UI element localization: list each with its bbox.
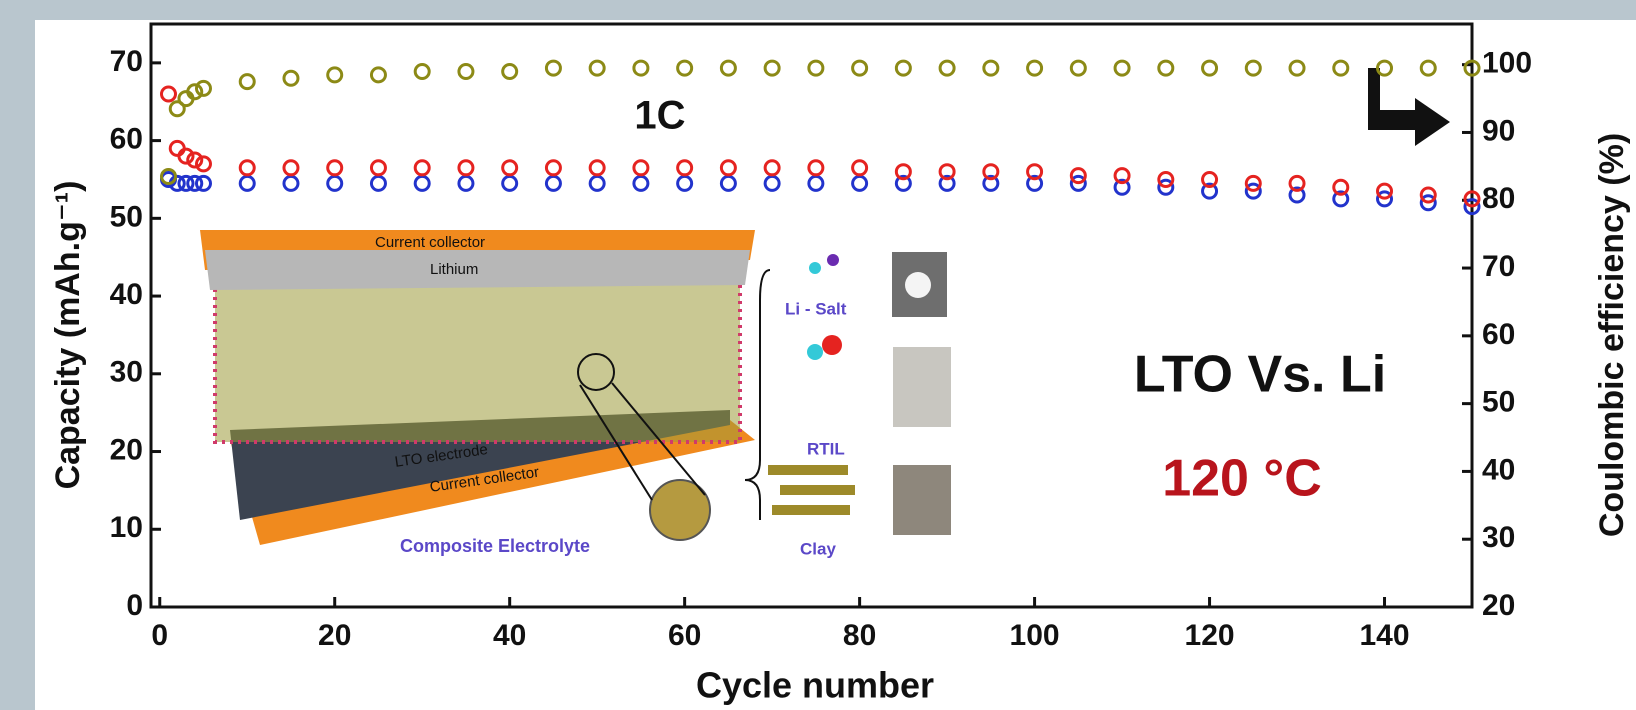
- y-tick-label: 0: [126, 589, 143, 622]
- photo: [893, 347, 951, 427]
- y-tick-label: 30: [110, 356, 143, 389]
- y-tick-label: 60: [110, 123, 143, 156]
- electrolyte: [215, 282, 740, 442]
- inset-label: Clay: [800, 539, 836, 558]
- x-tick-label: 80: [843, 619, 876, 652]
- x-axis-label: Cycle number: [696, 665, 934, 706]
- icon: [827, 254, 839, 266]
- x-tick-label: 60: [668, 619, 701, 652]
- y-tick-label: 40: [110, 278, 143, 311]
- x-tick-label: 140: [1359, 619, 1409, 652]
- inset-label: Li - Salt: [785, 299, 847, 318]
- icon: [780, 485, 855, 495]
- y-axis-label: Capacity (mAh.g⁻¹): [49, 181, 87, 490]
- inset-label: Composite Electrolyte: [400, 536, 590, 556]
- y-tick-label: 10: [110, 511, 143, 544]
- icon: [822, 335, 842, 355]
- icon: [809, 262, 821, 274]
- x-tick-label: 40: [493, 619, 526, 652]
- y2-tick-label: 60: [1482, 318, 1515, 351]
- inset-label: Lithium: [430, 261, 478, 278]
- y-tick-label: 50: [110, 200, 143, 233]
- photo: [893, 465, 951, 535]
- x-tick-label: 100: [1010, 619, 1060, 652]
- y-tick-label: 70: [110, 45, 143, 78]
- y2-tick-label: 90: [1482, 114, 1515, 147]
- icon: [768, 465, 848, 475]
- photo: [905, 272, 931, 298]
- annotation: 120 °C: [1162, 450, 1322, 508]
- annotation: LTO Vs. Li: [1134, 346, 1386, 404]
- y2-tick-label: 50: [1482, 386, 1515, 419]
- y2-tick-label: 70: [1482, 250, 1515, 283]
- y2-axis-label: Coulombic efficiency (%): [1593, 133, 1631, 537]
- x-tick-label: 20: [318, 619, 351, 652]
- y2-tick-label: 20: [1482, 589, 1515, 622]
- y2-tick-label: 40: [1482, 453, 1515, 486]
- x-tick-label: 120: [1185, 619, 1235, 652]
- annotation: 1C: [634, 94, 685, 138]
- icon: [772, 505, 850, 515]
- x-tick-label: 0: [151, 619, 168, 652]
- inset-label: RTIL: [807, 439, 845, 458]
- y2-tick-label: 30: [1482, 521, 1515, 554]
- icon: [807, 344, 823, 360]
- y2-tick-label: 100: [1482, 47, 1532, 80]
- y2-tick-label: 80: [1482, 182, 1515, 215]
- y-tick-label: 20: [110, 433, 143, 466]
- inset-label: Current collector: [375, 234, 485, 251]
- chart: Current collector Lithium LTO electrode …: [0, 0, 1636, 710]
